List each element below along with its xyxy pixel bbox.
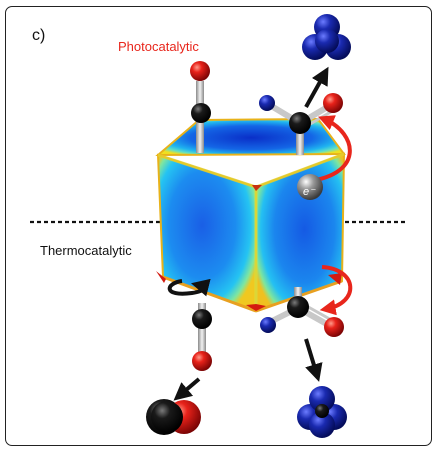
bond (198, 303, 206, 361)
carbon-atom (315, 404, 329, 418)
cube-corner-hotspot (328, 273, 342, 285)
electron-sphere (297, 174, 323, 200)
co-molecule-thermo (192, 303, 212, 371)
cube-top-front-edge (157, 153, 257, 189)
hydrogen-atom (315, 29, 339, 53)
hco-molecule-photo (259, 93, 343, 155)
carbon-atom (151, 401, 183, 433)
oxygen-atom (324, 317, 344, 337)
carbon-atom (191, 103, 211, 123)
hydrogen-atom (309, 412, 335, 438)
figure-panel: c) Photocatalytic Thermocatalytic e⁻ (5, 6, 432, 446)
product-arrow-bottom (304, 338, 323, 382)
catalyst-cube (155, 117, 346, 313)
hydrogen-atom (260, 317, 276, 333)
product-arrow-co (173, 377, 201, 401)
cube-top-right-edge (255, 152, 345, 189)
oxygen-atom (192, 351, 212, 371)
hco-molecule-thermo (260, 287, 344, 337)
rotation-arrow (167, 278, 211, 297)
hydrogen-atom (309, 386, 335, 412)
oxygen-atom (323, 93, 343, 113)
photocatalytic-label: Photocatalytic (118, 39, 199, 54)
co-molecule-photo (190, 61, 211, 153)
activation-arrow-photo (300, 115, 352, 184)
cube-corner-hotspot (246, 304, 266, 311)
cube-corner-hotspot (252, 185, 262, 191)
thermocatalytic-label: Thermocatalytic (40, 243, 132, 258)
carbon-atom (287, 296, 309, 318)
cube-front-face (156, 153, 257, 313)
product-cluster-bottom (297, 386, 347, 438)
activation-arrow-thermo (319, 265, 353, 316)
cube-corner-hotspot (156, 271, 166, 283)
panel-label: c) (32, 27, 46, 44)
hydrogen-atom (259, 95, 275, 111)
cube-top-face (155, 117, 346, 157)
carbon-atom (289, 112, 311, 134)
product-cluster-top (302, 14, 351, 60)
diagram-canvas (30, 14, 406, 438)
electron-label: e⁻ (303, 186, 315, 198)
carbon-atom (192, 309, 212, 329)
product-arrow-top (304, 66, 329, 108)
co-product-bottom (146, 399, 201, 435)
bond (296, 127, 304, 155)
oxygen-atom (190, 61, 210, 81)
